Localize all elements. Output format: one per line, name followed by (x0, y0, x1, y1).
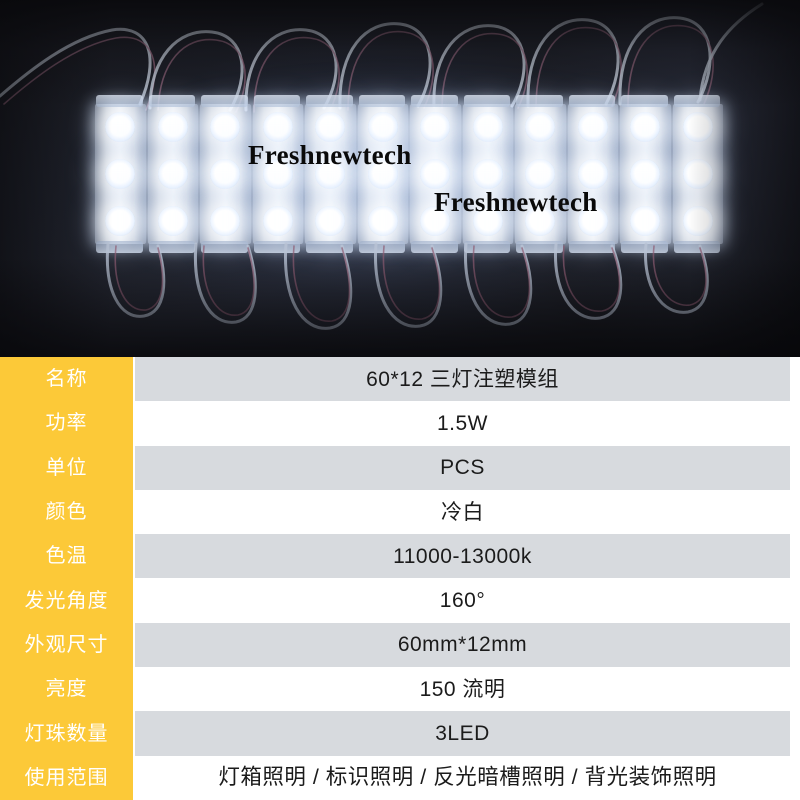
spec-value-power: 1.5W (436, 411, 488, 435)
spec-row-beam-angle: 发光角度 160° (0, 578, 800, 623)
spec-row-applications: 使用范围 灯箱照明 / 标识照明 / 反光暗槽照明 / 背光装饰照明 (0, 755, 800, 800)
spec-value-name: 60*12 三灯注塑模组 (366, 367, 559, 391)
spec-value-color-temperature: 11000-13000k (393, 544, 532, 568)
spec-label-beam-angle: 发光角度 (0, 578, 133, 623)
spec-label-color: 颜色 (0, 489, 133, 535)
spec-row-unit: 单位 PCS (0, 445, 800, 490)
spec-value-cell: 3LED (135, 711, 790, 756)
spec-value-cell: 60mm*12mm (135, 622, 790, 668)
spec-value-cell: 灯箱照明 / 标识照明 / 反光暗槽照明 / 背光装饰照明 (135, 755, 800, 800)
spec-row-name: 名称 60*12 三灯注塑模组 (0, 357, 800, 402)
spec-label-led-count: 灯珠数量 (0, 711, 133, 756)
watermark-top: Freshnewtech (248, 140, 412, 170)
spec-value-applications: 灯箱照明 / 标识照明 / 反光暗槽照明 / 背光装饰照明 (218, 765, 717, 790)
spec-row-color: 颜色 冷白 (0, 489, 800, 535)
spec-row-dimensions: 外观尺寸 60mm*12mm (0, 622, 800, 668)
specification-table: 名称 60*12 三灯注塑模组 功率 1.5W 单位 PCS 颜色 冷白 色温 (0, 357, 800, 800)
spec-label-power: 功率 (0, 401, 133, 446)
spec-value-cell: PCS (135, 445, 790, 490)
spec-value-beam-angle: 160° (439, 589, 486, 613)
spec-value-unit: PCS (440, 456, 485, 480)
spec-row-power: 功率 1.5W (0, 401, 800, 446)
spec-value-dimensions: 60mm*12mm (397, 633, 528, 657)
spec-label-applications: 使用范围 (0, 755, 133, 800)
spec-row-brightness: 亮度 150 流明 (0, 667, 800, 712)
spec-value-color: 冷白 (441, 500, 484, 524)
spec-value-brightness: 150 流明 (419, 677, 506, 701)
product-photo: Freshnewtech Freshnewtech (0, 0, 800, 357)
spec-label-name: 名称 (0, 357, 133, 402)
spec-value-cell: 1.5W (135, 401, 790, 446)
watermark-bottom: Freshnewtech (434, 187, 598, 217)
spec-value-cell: 160° (135, 578, 790, 623)
spec-label-dimensions: 外观尺寸 (0, 622, 133, 668)
photo-vignette (0, 0, 800, 357)
spec-value-cell: 冷白 (135, 489, 790, 535)
spec-value-cell: 150 流明 (135, 667, 790, 712)
spec-value-cell: 60*12 三灯注塑模组 (135, 357, 790, 402)
spec-label-brightness: 亮度 (0, 667, 133, 712)
spec-value-led-count: 3LED (435, 722, 490, 746)
spec-label-color-temperature: 色温 (0, 534, 133, 579)
spec-row-led-count: 灯珠数量 3LED (0, 711, 800, 756)
spec-label-unit: 单位 (0, 445, 133, 490)
spec-row-color-temperature: 色温 11000-13000k (0, 534, 800, 579)
spec-value-cell: 11000-13000k (135, 534, 790, 579)
